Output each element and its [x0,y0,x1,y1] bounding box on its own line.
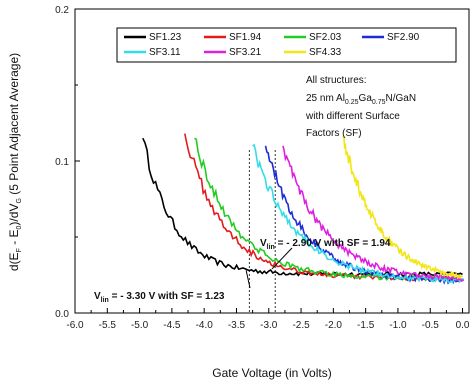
x-tick-label: -4.0 [196,320,214,331]
x-tick-label: -6.0 [66,320,84,331]
annotation-sf194: Vlin = - 2.90 V with SF = 1.94 [260,238,391,270]
annotation-text-sf194: Vlin = - 2.90 V with SF = 1.94 [260,238,391,251]
x-tick-label: 0.0 [456,320,470,331]
series-lines [142,133,465,285]
legend-label: SF2.03 [309,32,342,43]
structure-note: All structures: 25 nm Al0.25Ga0.75N/GaN … [305,75,416,139]
x-axis-ticks: -6.0 -5.5 -5.0 -4.5 -4.0 -3.5 -3.0 -2.5 -2.0 -1.5… [66,308,470,331]
x-tick-label: -3.5 [228,320,246,331]
legend-label: SF4.33 [309,47,342,58]
legend: SF1.23 SF1.94 SF2.03 SF2.90 SF3.11 SF3.21 SF4.… [116,27,457,63]
reference-lines [248,150,276,313]
legend-label: SF3.21 [229,47,262,58]
y-tick-label: 0.2 [55,5,69,16]
series-line-sf2-90 [264,145,463,285]
x-tick-label: -5.5 [99,320,117,331]
x-tick-label: -4.5 [163,320,181,331]
series-line-sf3-11 [252,143,464,284]
note-line-2: 25 nm Al0.25Ga0.75N/GaN [306,93,416,106]
series-line-sf4-33 [342,135,464,280]
x-tick-label: -1.0 [389,320,407,331]
x-tick-label: -2.0 [325,320,343,331]
series-line-sf1-94 [184,133,462,282]
annotation-pointer-sf194 [271,247,293,270]
legend-label: SF1.94 [229,32,262,43]
annotation-sf123: Vlin = - 3.30 V with SF = 1.23 [94,270,251,304]
annotation-pointer-sf123 [245,270,251,289]
series-line-sf3-21 [282,145,465,282]
series-line-sf1-23 [142,137,463,278]
note-line-3: with different Surface [305,111,400,122]
x-tick-label: -0.5 [422,320,440,331]
y-axis-ticks: 0.0 0.1 0.2 [55,5,80,320]
note-line-1: All structures: [306,75,367,86]
x-axis-title: Gate Voltage (in Volts) [212,366,331,380]
y-tick-label: 0.0 [55,309,69,320]
x-tick-label: -5.0 [131,320,149,331]
legend-label: SF3.11 [149,47,181,58]
legend-items: SF1.23 SF1.94 SF2.03 SF2.90 SF3.11 SF3.21 SF4.… [124,32,420,58]
annotation-text-sf123: Vlin = - 3.30 V with SF = 1.23 [94,291,225,304]
y-tick-label: 0.1 [55,157,69,168]
x-tick-label: -1.5 [357,320,375,331]
legend-label: SF2.90 [387,32,420,43]
y-axis-title: d(EF - E0)/dVG (5 Point Adjacent Average… [7,53,23,271]
legend-box [116,27,457,63]
x-tick-label: -3.0 [260,320,278,331]
legend-label: SF1.23 [149,32,182,43]
x-tick-label: -2.5 [292,320,310,331]
note-line-4: Factors (SF) [306,128,362,139]
